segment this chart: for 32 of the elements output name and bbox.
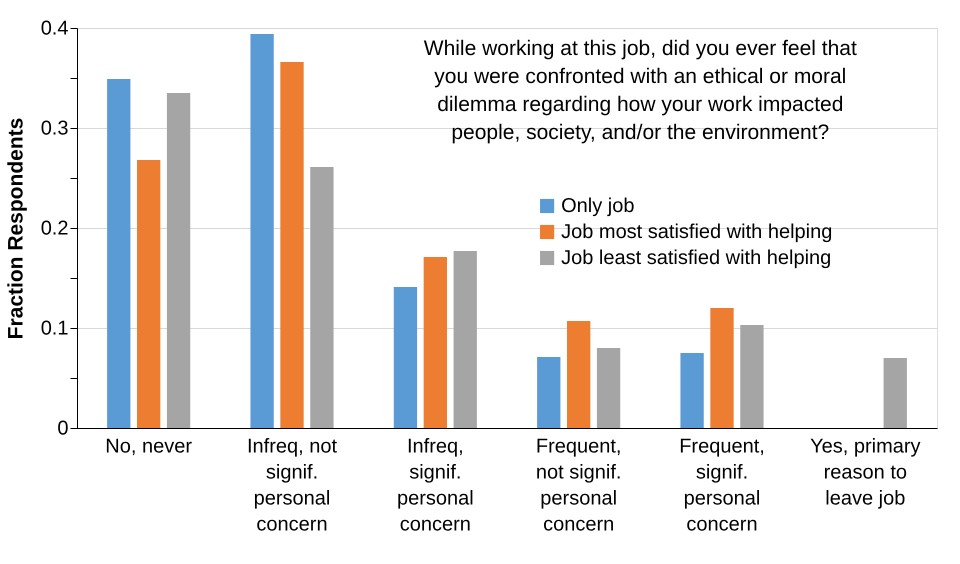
- bar: [567, 321, 590, 428]
- x-tick-label: Frequent, signif. personal concern: [679, 436, 765, 536]
- bar: [394, 287, 418, 428]
- bar: [884, 358, 907, 428]
- bar: [740, 325, 764, 428]
- x-tick-label: Yes, primary reason to leave job: [810, 436, 921, 510]
- y-tick-label: 0.3: [40, 118, 68, 140]
- bar: [596, 348, 620, 428]
- bar: [424, 257, 447, 428]
- bar: [680, 353, 704, 428]
- bar: [280, 62, 304, 428]
- x-tick-label: Frequent, not signif. personal concern: [536, 436, 622, 536]
- bar: [310, 167, 334, 428]
- y-tick-label: 0: [57, 418, 68, 440]
- y-axis-title: Fraction Respondents: [4, 118, 28, 340]
- y-tick-label: 0.1: [40, 318, 68, 340]
- legend-label: Job most satisfied with helping: [561, 221, 832, 243]
- annotation: While working at this job, did you ever feel that you were confronted with an ethical or moral dilemma regarding how your work impacted people, society, and/or the environment?: [424, 37, 857, 144]
- bar: [250, 34, 274, 428]
- bar: [166, 93, 190, 428]
- bar: [537, 357, 560, 428]
- x-tick-label: Infreq, not signif. personal concern: [246, 436, 338, 536]
- x-tick-label: No, never: [105, 436, 192, 458]
- legend-label: Only job: [561, 195, 634, 217]
- bar: [107, 79, 130, 428]
- bar: [137, 160, 160, 428]
- y-tick-label: 0.2: [40, 218, 68, 240]
- legend-label: Job least satisfied with helping: [561, 247, 832, 269]
- bar: [710, 308, 734, 428]
- y-tick-label: 0.4: [40, 18, 68, 40]
- x-tick-label: Infreq, signif. personal concern: [396, 436, 474, 536]
- bar: [454, 251, 477, 428]
